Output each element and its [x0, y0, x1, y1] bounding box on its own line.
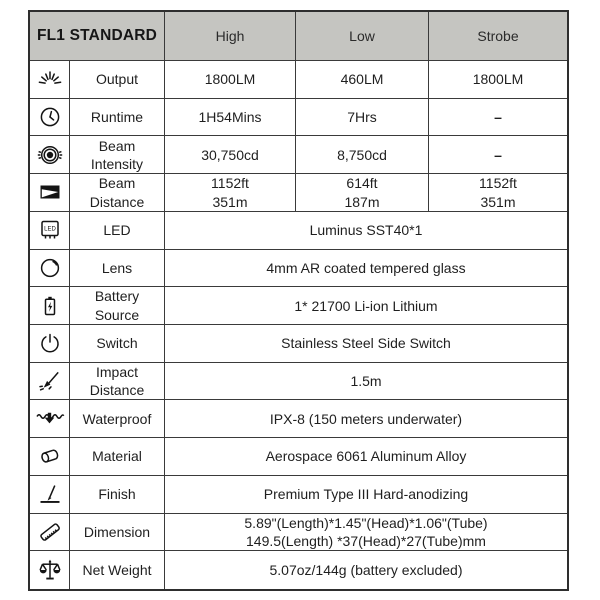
row-label-impact-distance: Impact Distance: [70, 362, 165, 401]
beam-distance-low-ft: 614ft: [346, 175, 378, 192]
impact-distance-value: 1.5m: [165, 363, 567, 401]
runtime-strobe-value: –: [429, 99, 567, 137]
beam-intensity-high-value: 30,750cd: [165, 136, 296, 175]
led-icon-cell: LED: [30, 211, 70, 250]
net-weight-icon-cell: [30, 551, 70, 589]
material-value: Aerospace 6061 Aluminum Alloy: [165, 438, 567, 476]
clock-icon: [40, 107, 59, 127]
header-title: FL1 STANDARD: [30, 12, 165, 61]
row-label-lens: Lens: [70, 249, 165, 288]
beam-distance-low-m: 187m: [344, 193, 380, 210]
dimension-mm: 149.5(Length) *37(Head)*27(Tube)mm: [246, 532, 486, 549]
beam-distance-icon-cell: [30, 174, 70, 212]
row-label-finish: Finish: [70, 475, 165, 514]
row-label-beam-distance: Beam Distance: [70, 174, 165, 212]
row-label-output: Output: [70, 61, 165, 99]
dimension-value: 5.89"(Length)*1.45"(Head)*1.06"(Tube) 14…: [165, 514, 567, 552]
battery-source-value: 1* 21700 Li-ion Lithium: [165, 287, 567, 325]
impact-icon-cell: [30, 362, 70, 401]
beam-intensity-strobe-value: –: [429, 136, 567, 175]
dimension-icon-cell: [30, 513, 70, 552]
beam-distance-strobe-ft: 1152ft: [479, 175, 517, 192]
cylinder-material-icon: [40, 450, 58, 464]
switch-icon-cell: [30, 325, 70, 363]
net-weight-value: 5.07oz/144g (battery excluded): [269, 562, 463, 579]
row-label-waterproof: Waterproof: [70, 400, 165, 439]
anodizing-pen-icon: [40, 485, 59, 504]
beam-distance-high-ft: 1152ft: [211, 175, 249, 192]
material-icon-cell: [30, 438, 70, 476]
battery-icon-cell: [30, 287, 70, 325]
row-label-net-weight: Net Weight: [70, 551, 165, 589]
row-label-runtime: Runtime: [70, 98, 165, 137]
impact-arrow-icon: [38, 371, 59, 391]
beam-intensity-target-icon: [37, 145, 62, 164]
lens-value: 4mm AR coated tempered glass: [165, 250, 567, 288]
beam-intensity-low-value: 8,750cd: [296, 136, 429, 175]
beam-distance-icon: [40, 185, 59, 199]
battery-icon: [44, 296, 55, 315]
power-switch-icon: [40, 334, 59, 353]
lens-icon: [40, 258, 59, 278]
beam-intensity-icon-cell: [30, 136, 70, 175]
row-label-led: LED: [70, 211, 165, 250]
led-chip-icon: LED: [40, 220, 59, 239]
waterproof-wave-icon: [35, 412, 64, 424]
runtime-low-value: 7Hrs: [296, 98, 429, 137]
beam-distance-strobe-value: 1152ft 351m: [429, 174, 567, 212]
lens-icon-cell: [30, 249, 70, 288]
waterproof-value: IPX-8 (150 meters underwater): [165, 400, 567, 439]
output-icon-cell: [30, 61, 70, 99]
beam-distance-high-value: 1152ft 351m: [165, 174, 296, 212]
row-label-dimension: Dimension: [70, 513, 165, 552]
output-strobe-value: 1800LM: [429, 61, 567, 99]
runtime-high-value: 1H54Mins: [165, 98, 296, 137]
finish-value: Premium Type III Hard-anodizing: [165, 476, 567, 514]
waterproof-icon-cell: [30, 400, 70, 439]
column-header-strobe: Strobe: [429, 12, 567, 61]
output-high-value: 1800LM: [165, 61, 296, 99]
dimension-inches: 5.89"(Length)*1.45"(Head)*1.06"(Tube): [244, 514, 488, 531]
beam-distance-strobe-m: 351m: [480, 193, 516, 210]
column-header-high: High: [165, 12, 296, 61]
output-low-value: 460LM: [296, 61, 429, 99]
row-label-beam-intensity: Beam Intensity: [70, 136, 165, 175]
beam-distance-low-value: 614ft 187m: [296, 174, 429, 212]
row-label-material: Material: [70, 438, 165, 476]
ruler-icon: [39, 523, 60, 541]
led-value: Luminus SST40*1: [165, 212, 567, 250]
finish-icon-cell: [30, 475, 70, 514]
runtime-icon-cell: [30, 98, 70, 137]
balance-scale-icon: [38, 559, 61, 580]
row-label-switch: Switch: [70, 325, 165, 363]
column-header-low: Low: [296, 12, 429, 61]
beam-distance-high-m: 351m: [212, 193, 248, 210]
switch-value: Stainless Steel Side Switch: [165, 325, 567, 363]
brightness-rays-icon: [38, 71, 61, 85]
svg-text:LED: LED: [44, 227, 56, 233]
row-label-battery-source: Battery Source: [70, 287, 165, 325]
spec-table: FL1 STANDARD High Low Strobe Output 1800…: [28, 10, 569, 591]
